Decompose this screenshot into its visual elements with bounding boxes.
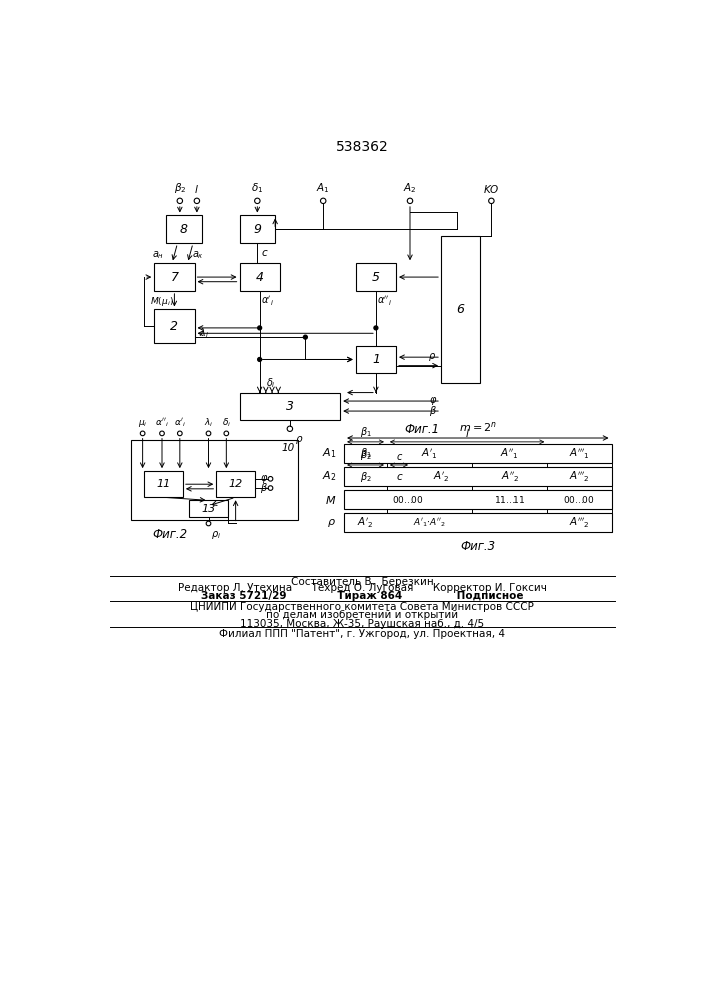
Text: Редактор Л. Утехина      Техред О. Луговая      Корректор И. Гоксич: Редактор Л. Утехина Техред О. Луговая Ко…	[177, 583, 547, 593]
Text: $A'''_2$: $A'''_2$	[569, 469, 590, 484]
Text: $A_2$: $A_2$	[403, 182, 416, 195]
Text: $A'_2$: $A'_2$	[357, 516, 374, 530]
Text: $\delta_i$: $\delta_i$	[266, 376, 276, 390]
Bar	[344, 444, 612, 463]
Text: $a_к$: $a_к$	[192, 249, 204, 261]
Text: 3: 3	[286, 400, 294, 413]
Text: $\beta_2$: $\beta_2$	[360, 448, 371, 462]
Text: $A'_2$: $A'_2$	[433, 469, 450, 484]
Text: $A'''_1$: $A'''_1$	[569, 446, 590, 461]
Bar	[441, 235, 480, 383]
Text: $l$: $l$	[194, 183, 199, 195]
Text: $\beta_2$: $\beta_2$	[360, 470, 371, 484]
Text: ЦНИИПИ Государственного комитета Совета Министров СССР: ЦНИИПИ Государственного комитета Совета …	[190, 602, 534, 612]
Text: $A'_1$: $A'_1$	[421, 446, 438, 461]
Text: Заказ 5721/29              Тираж 864               Подписное: Заказ 5721/29 Тираж 864 Подписное	[201, 591, 523, 601]
Text: $\alpha'_i$: $\alpha'_i$	[261, 295, 274, 308]
Text: 13: 13	[201, 504, 216, 514]
Text: $\beta_2$: $\beta_2$	[174, 181, 186, 195]
Bar	[356, 346, 396, 373]
Text: $\lambda_i$: $\lambda_i$	[199, 326, 209, 340]
Text: Фиг.3: Фиг.3	[460, 540, 496, 553]
Text: $00\ldots\!00$: $00\ldots\!00$	[563, 494, 595, 505]
Text: $M(\mu_i)$: $M(\mu_i)$	[151, 295, 174, 308]
Text: $KO$: $KO$	[483, 183, 500, 195]
Text: 8: 8	[180, 223, 187, 236]
Text: $\mu_i$: $\mu_i$	[138, 418, 148, 429]
Bar	[131, 440, 298, 520]
Text: 7: 7	[170, 271, 178, 284]
Text: $\beta$: $\beta$	[260, 481, 269, 495]
Text: 538362: 538362	[336, 140, 388, 154]
Text: c: c	[396, 472, 402, 482]
Circle shape	[258, 326, 262, 330]
Text: $A_2$: $A_2$	[322, 470, 337, 483]
Text: $\varphi$: $\varphi$	[260, 473, 269, 485]
Text: 11: 11	[156, 479, 170, 489]
Bar	[154, 309, 194, 343]
Text: $l$: $l$	[464, 427, 469, 439]
Bar	[166, 215, 201, 243]
Text: $11\ldots\!11$: $11\ldots\!11$	[494, 494, 526, 505]
Text: 9: 9	[253, 223, 262, 236]
Text: $\rho$: $\rho$	[428, 351, 436, 363]
Text: $M$: $M$	[325, 494, 337, 506]
Bar	[240, 263, 280, 291]
Circle shape	[374, 326, 378, 330]
Text: 12: 12	[228, 479, 243, 489]
Text: $\varphi$: $\varphi$	[429, 395, 437, 407]
Text: $A''_2$: $A''_2$	[501, 469, 519, 484]
Text: по делам изобретений и открытий: по делам изобретений и открытий	[266, 610, 458, 620]
Text: 113035, Москва, Ж-35, Раушская наб., д. 4/5: 113035, Москва, Ж-35, Раушская наб., д. …	[240, 619, 484, 629]
Text: $\alpha''_i$: $\alpha''_i$	[378, 295, 392, 308]
Text: $A''_1$: $A''_1$	[501, 446, 520, 461]
Text: 5: 5	[372, 271, 380, 284]
Text: $A_1$: $A_1$	[322, 447, 337, 460]
Bar	[216, 471, 255, 497]
Text: $a_н$: $a_н$	[152, 249, 164, 261]
Text: $\beta_1$: $\beta_1$	[360, 446, 371, 460]
Text: $\rho$: $\rho$	[295, 434, 303, 446]
Text: c: c	[396, 452, 402, 462]
Bar	[344, 513, 612, 532]
Text: 2: 2	[170, 320, 178, 333]
Text: $\beta_1$: $\beta_1$	[360, 425, 371, 439]
Text: $\rho$: $\rho$	[327, 517, 337, 529]
Text: $\beta$: $\beta$	[429, 404, 437, 418]
Text: 4: 4	[256, 271, 264, 284]
Text: $m=2^n$: $m=2^n$	[459, 420, 497, 434]
Text: c: c	[261, 248, 267, 258]
Text: 10: 10	[281, 443, 295, 453]
Text: Составитель В.  Березкин: Составитель В. Березкин	[291, 577, 433, 587]
Text: $A'''_2$: $A'''_2$	[569, 516, 590, 530]
Bar	[344, 490, 612, 509]
Text: Фиг.1: Фиг.1	[404, 423, 439, 436]
Text: 6: 6	[457, 303, 464, 316]
Text: $A'_1{\cdot}A''_2$: $A'_1{\cdot}A''_2$	[414, 516, 446, 529]
Text: $\delta_i$: $\delta_i$	[222, 416, 231, 429]
Text: $\delta_1$: $\delta_1$	[251, 182, 264, 195]
Text: $\rho_i$: $\rho_i$	[211, 529, 221, 541]
Bar	[356, 263, 396, 291]
Text: $\alpha''_i$: $\alpha''_i$	[155, 416, 169, 429]
Bar	[189, 500, 228, 517]
Text: $\lambda_i$: $\lambda_i$	[204, 416, 214, 429]
Bar	[154, 263, 194, 291]
Text: Филиал ППП "Патент", г. Ужгород, ул. Проектная, 4: Филиал ППП "Патент", г. Ужгород, ул. Про…	[219, 629, 505, 639]
Text: Фиг.2: Фиг.2	[152, 528, 187, 541]
Text: $00\ldots\!00$: $00\ldots\!00$	[392, 494, 424, 505]
Text: $\alpha'_i$: $\alpha'_i$	[174, 416, 186, 429]
Circle shape	[303, 335, 308, 339]
Circle shape	[258, 358, 262, 361]
Bar	[144, 471, 183, 497]
Text: $A_1$: $A_1$	[317, 182, 330, 195]
Bar	[240, 215, 275, 243]
Bar	[344, 467, 612, 486]
Bar	[240, 393, 340, 420]
Text: 1: 1	[372, 353, 380, 366]
